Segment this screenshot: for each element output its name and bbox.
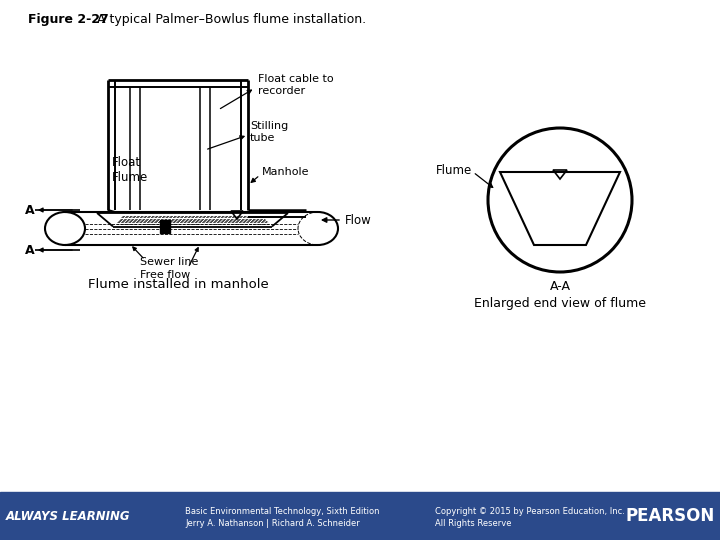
Text: Float
Flume: Float Flume [112,156,148,184]
Text: PEARSON: PEARSON [626,507,715,525]
Text: Free flow: Free flow [140,270,190,280]
Text: Jerry A. Nathanson | Richard A. Schneider: Jerry A. Nathanson | Richard A. Schneide… [185,518,360,528]
Polygon shape [500,172,620,245]
Text: A typical Palmer–Bowlus flume installation.: A typical Palmer–Bowlus flume installati… [85,13,366,26]
Text: Flow: Flow [345,213,372,226]
Text: Basic Environmental Technology, Sixth Edition: Basic Environmental Technology, Sixth Ed… [185,507,379,516]
Text: Flume: Flume [436,164,472,177]
Text: Copyright © 2015 by Pearson Education, Inc.: Copyright © 2015 by Pearson Education, I… [435,507,625,516]
Text: Enlarged end view of flume: Enlarged end view of flume [474,298,646,310]
Text: ALWAYS LEARNING: ALWAYS LEARNING [6,510,130,523]
Text: Flume installed in manhole: Flume installed in manhole [88,279,269,292]
Bar [0,492,720,540]
Text: A: A [25,204,35,217]
Text: Sewer line: Sewer line [140,257,199,267]
Text: Manhole: Manhole [262,167,310,177]
Text: Stilling
tube: Stilling tube [250,121,288,143]
Text: A: A [25,244,35,256]
Bar [160,219,170,233]
Text: All Rights Reserve: All Rights Reserve [435,518,511,528]
Text: A-A: A-A [549,280,570,294]
Text: Float cable to
recorder: Float cable to recorder [258,74,333,96]
Text: Figure 2-27: Figure 2-27 [28,13,109,26]
